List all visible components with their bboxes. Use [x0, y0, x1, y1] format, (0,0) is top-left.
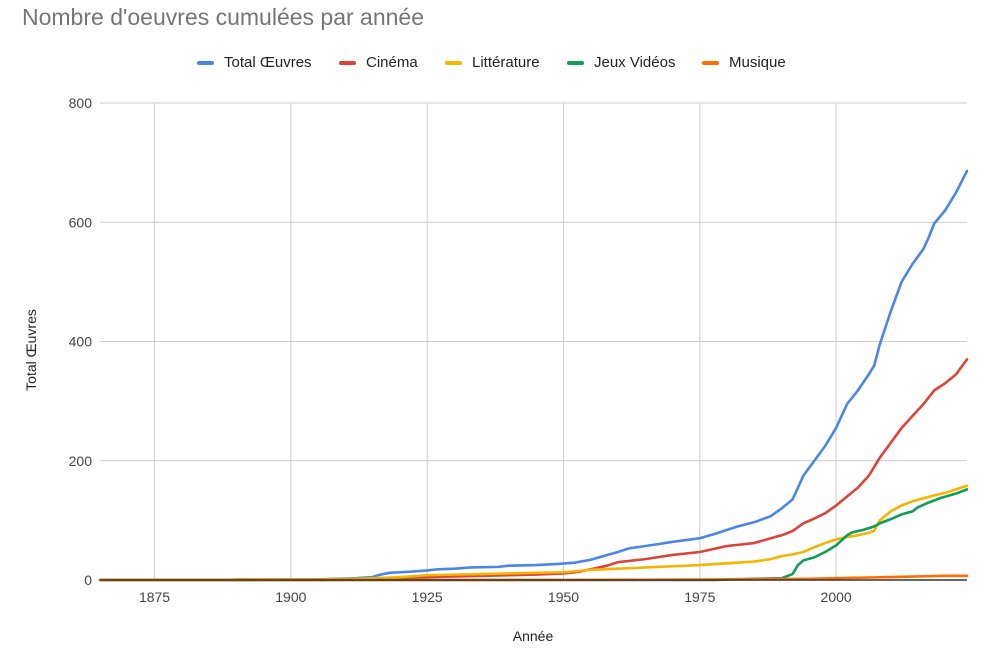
legend-swatch-jeux-videos: [567, 60, 584, 65]
series-line-cinema[interactable]: [98, 358, 969, 582]
series-line-total-oeuvres[interactable]: [98, 169, 969, 582]
y-tick-label-800: 800: [69, 95, 93, 111]
x-tick-label-1950: 1950: [548, 589, 579, 605]
chart-legend: Total Œuvres Cinéma Littérature Jeux Vid…: [0, 54, 992, 74]
tick-labels: 0 200 400 600 800 1875 1900 1925 1950 1975 2000: [69, 95, 852, 605]
legend-item-total-oeuvres[interactable]: Total Œuvres: [197, 54, 312, 71]
x-axis-title: Année: [513, 628, 554, 644]
y-tick-label-200: 200: [69, 453, 93, 469]
y-axis-title: Total Œuvres: [23, 309, 39, 391]
y-tick-label-0: 0: [84, 572, 92, 588]
legend-label-jeux-videos: Jeux Vidéos: [594, 54, 676, 71]
legend-label-musique: Musique: [729, 54, 786, 71]
x-tick-label-1900: 1900: [275, 589, 306, 605]
x-tick-label-1875: 1875: [139, 589, 170, 605]
legend-label-cinema: Cinéma: [366, 54, 418, 71]
legend-item-cinema[interactable]: Cinéma: [339, 54, 418, 71]
chart-title: Nombre d'oeuvres cumulées par année: [22, 4, 425, 30]
legend-swatch-cinema: [339, 60, 356, 65]
series-lines: [98, 169, 969, 582]
y-tick-label-600: 600: [69, 214, 93, 230]
grid-lines: [100, 102, 967, 580]
legend-item-jeux-videos[interactable]: Jeux Vidéos: [567, 54, 675, 71]
legend-swatch-total-oeuvres: [197, 60, 214, 65]
y-tick-label-400: 400: [69, 334, 93, 350]
series-line-litterature[interactable]: [98, 484, 969, 582]
legend-swatch-musique: [702, 60, 719, 65]
legend-label-total-oeuvres: Total Œuvres: [224, 54, 312, 71]
x-tick-label-2000: 2000: [821, 589, 852, 605]
legend-swatch-litterature: [445, 60, 462, 65]
legend-item-litterature[interactable]: Littérature: [445, 54, 540, 71]
legend-item-musique[interactable]: Musique: [702, 54, 786, 71]
x-tick-label-1975: 1975: [684, 589, 715, 605]
legend-label-litterature: Littérature: [472, 54, 540, 71]
x-tick-label-1925: 1925: [412, 589, 443, 605]
